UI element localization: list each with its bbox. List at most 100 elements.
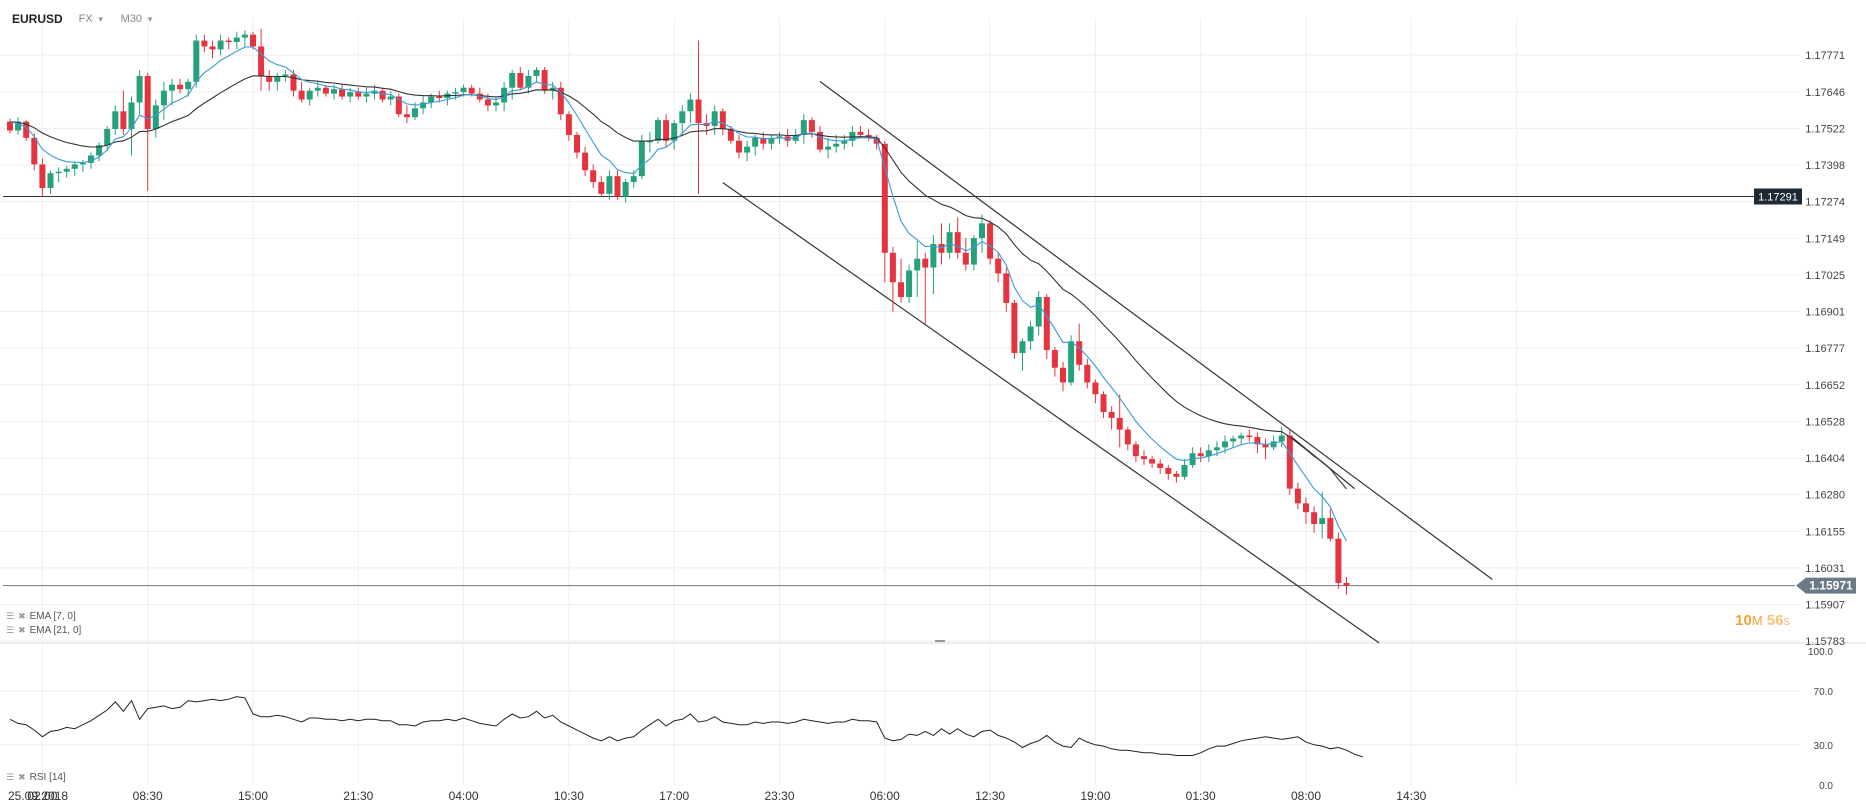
candle-body <box>31 137 38 165</box>
y-tick-label: 1.17025 <box>1805 270 1845 282</box>
y-tick-label: 1.17522 <box>1805 123 1845 135</box>
candle-body <box>922 258 929 268</box>
candle-body <box>517 72 524 88</box>
candle-body <box>1294 488 1301 504</box>
x-tick-label: 12:30 <box>975 789 1005 803</box>
rsi-tick-label: 70.0 <box>1814 687 1834 698</box>
x-tick-label: 10:30 <box>554 789 584 803</box>
candle-body <box>306 90 313 100</box>
x-tick-label: 15:00 <box>238 789 268 803</box>
candle-body <box>1092 382 1099 395</box>
rsi-line <box>9 696 1363 758</box>
candle-body <box>1246 435 1253 438</box>
candle-body <box>79 162 86 165</box>
candle-body <box>363 93 370 97</box>
candle-body <box>1327 518 1334 539</box>
market-dropdown[interactable]: FX ▼ <box>79 13 105 25</box>
y-tick-label: 1.16528 <box>1805 416 1845 428</box>
candle-body <box>808 120 815 132</box>
x-tick-label: 08:00 <box>1291 789 1321 803</box>
candle-body <box>225 40 232 43</box>
candle-body <box>825 146 832 150</box>
candle-body <box>622 182 629 197</box>
candle-body <box>71 164 78 169</box>
candle-body <box>1278 435 1285 442</box>
y-tick-label: 1.16404 <box>1805 453 1845 465</box>
rsi-grid <box>0 645 1800 785</box>
ema7-line <box>9 46 1347 542</box>
timer-seconds: 56 <box>1766 612 1784 629</box>
candle-body <box>1011 302 1018 354</box>
candle-body <box>1165 467 1172 474</box>
candle-body <box>1230 438 1237 442</box>
x-tick-label: 08:30 <box>133 789 163 803</box>
y-tick-label: 1.16652 <box>1805 380 1845 392</box>
candle-body <box>15 121 22 131</box>
candle-body <box>962 252 969 265</box>
candle-body <box>177 84 184 90</box>
candle-body <box>930 243 937 268</box>
candle-body <box>160 90 167 106</box>
y-tick-label: 1.17646 <box>1805 87 1845 99</box>
menu-icon[interactable]: ☰ <box>6 625 15 635</box>
candle-body <box>760 137 767 144</box>
candle-body <box>460 87 467 93</box>
candle-body <box>209 46 216 50</box>
candle-body <box>881 143 888 253</box>
candle-body <box>339 89 346 97</box>
close-icon[interactable]: ✖ <box>18 772 26 782</box>
candle-body <box>938 243 945 253</box>
candle-body <box>671 123 678 141</box>
candle-body <box>598 182 605 194</box>
timeframe-dropdown[interactable]: M30 ▼ <box>121 13 154 25</box>
candle-body <box>768 137 775 144</box>
candle-body <box>663 120 670 141</box>
candle-body <box>493 102 499 106</box>
close-icon[interactable]: ✖ <box>18 625 26 635</box>
candle-body <box>817 131 823 150</box>
candle-body <box>1100 394 1107 412</box>
candle-body <box>946 232 953 253</box>
candle-body <box>1238 435 1245 439</box>
x-tick-label: 25.09.2018 <box>8 789 68 803</box>
candle-body <box>282 74 289 76</box>
candle-body <box>1262 444 1269 448</box>
y-tick-label: 1.17771 <box>1805 50 1845 62</box>
candle-body <box>1254 437 1261 445</box>
rsi-tick-label: 30.0 <box>1814 741 1834 752</box>
x-tick-label: 04:00 <box>449 789 479 803</box>
legend-rsi-label: RSI [14] <box>29 772 66 783</box>
symbol-label: EURUSD <box>12 12 63 26</box>
rsi-panel <box>9 696 1363 758</box>
candle-body <box>906 270 913 298</box>
candle-body <box>833 143 840 147</box>
candle-body <box>55 171 62 174</box>
candle-body <box>1319 518 1326 524</box>
candle-body <box>744 146 751 153</box>
chevron-down-icon: ▼ <box>96 15 105 24</box>
candle-body <box>606 176 613 194</box>
candle-body <box>1335 538 1342 583</box>
candle-body <box>468 87 475 94</box>
candle-body <box>484 99 491 106</box>
candle-body <box>501 87 508 103</box>
menu-icon[interactable]: ☰ <box>6 772 15 782</box>
candle-body <box>274 75 281 82</box>
candle-body <box>23 121 30 138</box>
y-tick-label: 1.15783 <box>1805 636 1845 648</box>
menu-icon[interactable]: ☰ <box>6 611 15 621</box>
candle-body <box>347 92 354 97</box>
candle-body <box>1157 463 1164 468</box>
candle-body <box>857 131 864 135</box>
candle-body <box>322 87 329 94</box>
candle-body <box>1019 341 1026 354</box>
candle-body <box>979 223 985 239</box>
x-tick-label: 23:30 <box>764 789 794 803</box>
price-level-badge <box>1754 188 1802 205</box>
x-tick-label: 21:30 <box>343 789 373 803</box>
candle-body <box>533 70 540 76</box>
timer-seconds-unit: s <box>1783 613 1791 628</box>
close-icon[interactable]: ✖ <box>18 611 26 621</box>
candle-body <box>1003 273 1010 303</box>
